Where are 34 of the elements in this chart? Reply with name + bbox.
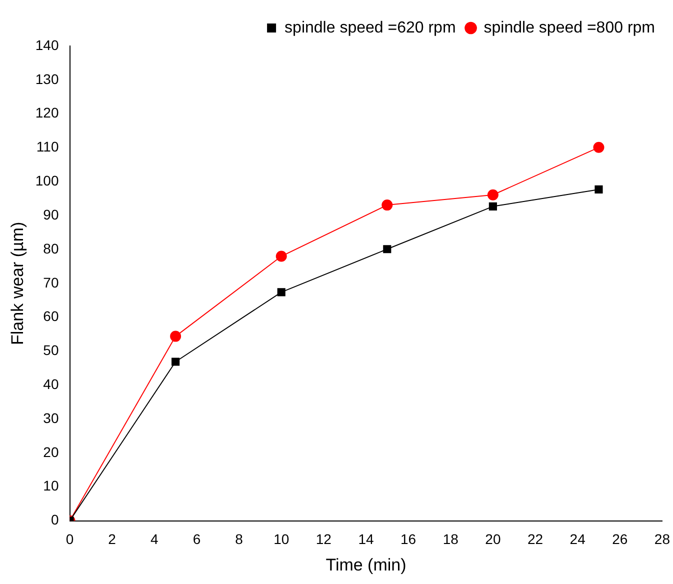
legend-label: spindle speed =800 rpm xyxy=(484,19,656,36)
x-tick-label: 16 xyxy=(400,531,416,548)
x-tick-label: 14 xyxy=(358,531,374,548)
y-tick-label: 30 xyxy=(43,410,59,426)
x-tick-label: 0 xyxy=(66,531,74,548)
y-tick-label: 100 xyxy=(35,172,59,189)
x-tick-label: 24 xyxy=(570,531,586,548)
y-tick-label: 50 xyxy=(43,342,59,358)
x-tick-label: 4 xyxy=(150,531,158,548)
x-axis-title: Time (min) xyxy=(326,555,406,574)
x-tick-label: 28 xyxy=(654,531,670,548)
x-tick-label: 12 xyxy=(316,531,332,548)
y-tick-label: 120 xyxy=(35,104,59,121)
y-tick-label: 0 xyxy=(50,512,59,528)
legend-label: spindle speed =620 rpm xyxy=(284,19,456,36)
y-axis-title: Flank wear (µm) xyxy=(8,222,27,345)
y-tick-label: 20 xyxy=(43,444,59,460)
x-tick-label: 10 xyxy=(274,531,290,548)
x-tick-label: 6 xyxy=(192,531,201,548)
y-tick-label: 70 xyxy=(43,274,59,290)
y-tick-label: 90 xyxy=(43,206,59,222)
x-tick-label: 18 xyxy=(442,531,459,548)
y-tick-label: 40 xyxy=(43,376,59,392)
x-tick-label: 2 xyxy=(108,531,116,548)
x-tick-label: 20 xyxy=(485,531,501,548)
x-tick-label: 22 xyxy=(527,531,544,548)
y-tick-label: 140 xyxy=(35,36,59,53)
y-tick-label: 60 xyxy=(43,308,59,324)
y-tick-label: 10 xyxy=(43,478,59,494)
x-tick-label: 8 xyxy=(235,531,244,548)
x-tick-label: 26 xyxy=(612,531,628,548)
y-tick-label: 80 xyxy=(43,240,59,256)
y-tick-label: 130 xyxy=(35,70,59,87)
y-tick-label: 110 xyxy=(36,138,59,155)
